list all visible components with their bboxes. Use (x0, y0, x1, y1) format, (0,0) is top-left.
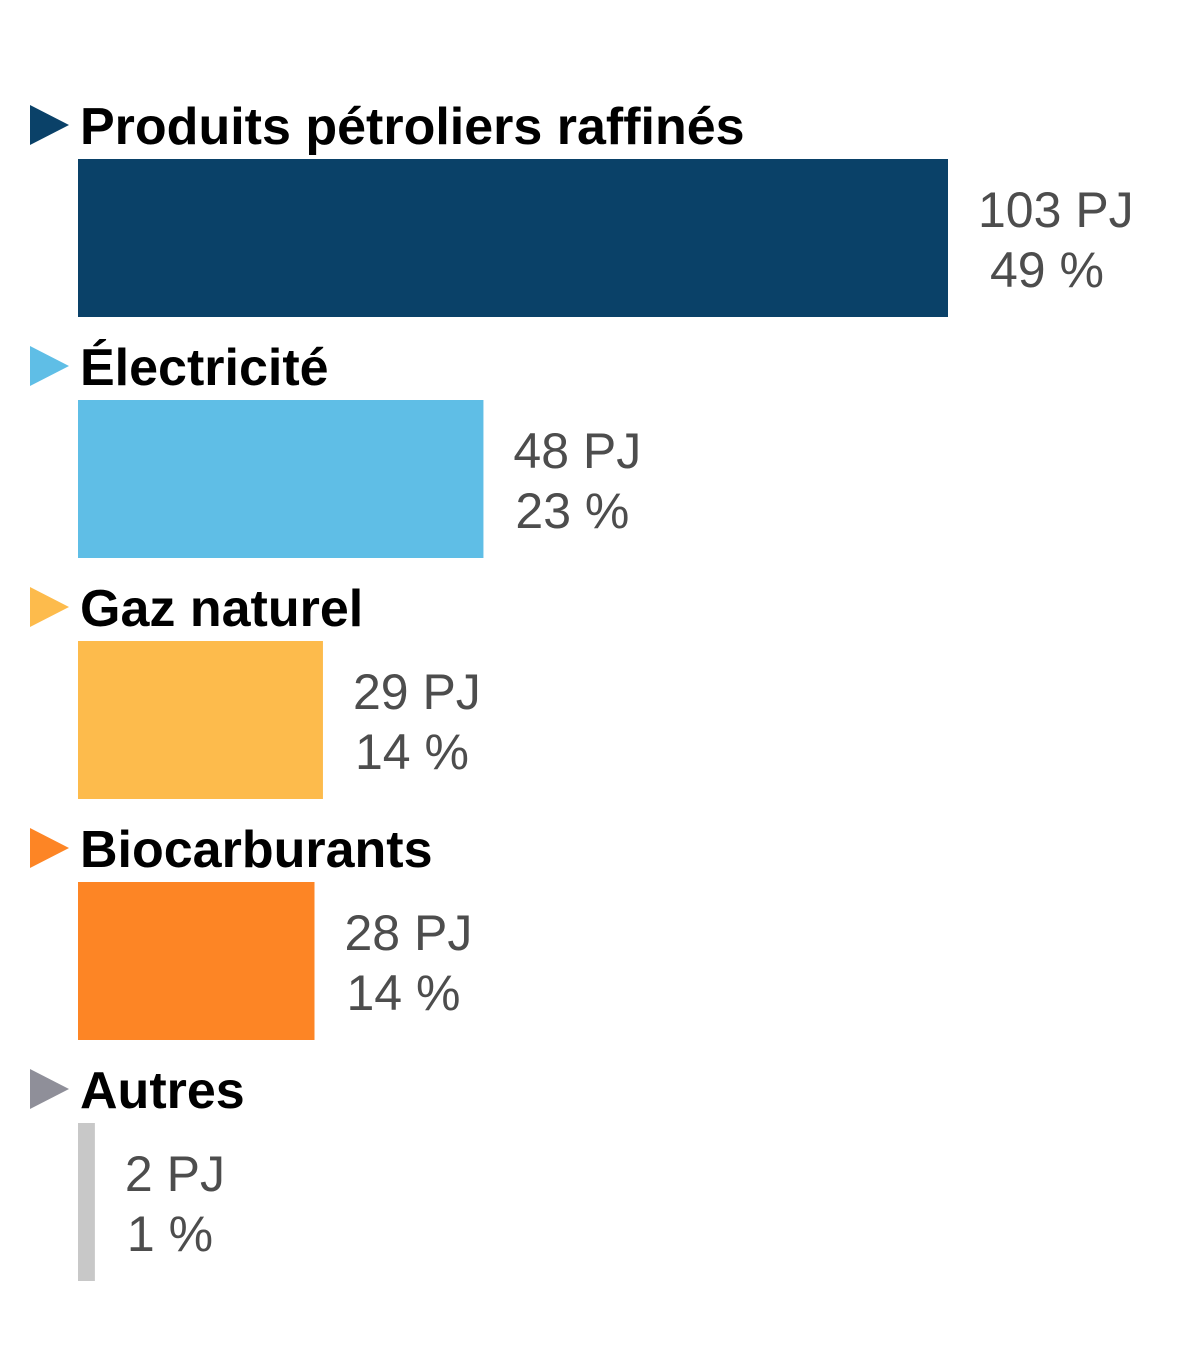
percent-label: 49 % (990, 242, 1104, 298)
category-label: Autres (80, 1062, 245, 1120)
value-label: 48 PJ (513, 423, 641, 479)
value-label: 29 PJ (353, 664, 481, 720)
value-label: 28 PJ (345, 905, 473, 961)
bar (78, 882, 315, 1040)
category-marker-icon (30, 1069, 69, 1109)
bar (78, 400, 484, 558)
category-marker-icon (30, 587, 69, 627)
bar (78, 641, 323, 799)
category-label: Gaz naturel (80, 580, 363, 638)
bar (78, 159, 948, 317)
category-label: Électricité (80, 339, 329, 397)
category-label: Produits pétroliers raffinés (80, 98, 745, 156)
category-label: Biocarburants (80, 821, 433, 879)
percent-label: 14 % (347, 965, 461, 1021)
value-label: 103 PJ (978, 182, 1134, 238)
percent-label: 23 % (515, 483, 629, 539)
bar (78, 1123, 95, 1281)
category-marker-icon (30, 105, 69, 145)
category-marker-icon (30, 828, 69, 868)
percent-label: 1 % (127, 1206, 213, 1262)
value-label: 2 PJ (125, 1146, 225, 1202)
percent-label: 14 % (355, 724, 469, 780)
category-marker-icon (30, 346, 69, 386)
